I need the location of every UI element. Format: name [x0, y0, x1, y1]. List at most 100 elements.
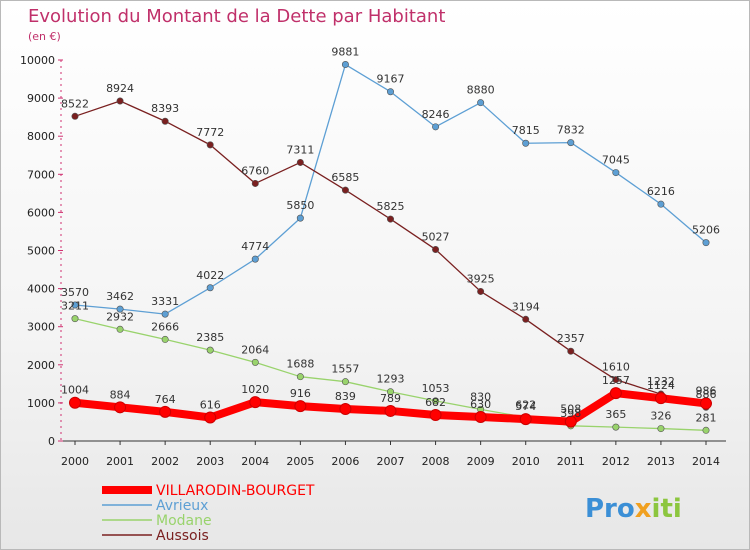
data-label-modane: 398: [560, 407, 581, 420]
data-label-avrieux: 8246: [422, 108, 450, 121]
data-label-villarodin-bourget: 616: [200, 399, 221, 412]
x-tick-labels: 2000 2001 2002 2003 2004 2005 2006 2007 2008 2009…: [61, 441, 720, 468]
y-tick-labels: 0 1000 2000 3000 4000 5000 6000 7000 8000 9000 100…: [20, 54, 63, 448]
data-point-villarodin-bourget: [654, 392, 667, 405]
y-tick-label: 4000: [27, 283, 55, 296]
data-label-villarodin-bourget: 839: [335, 390, 356, 403]
data-label-villarodin-bourget: 508: [560, 403, 581, 416]
legend-label-avrieux: Avrieux: [156, 498, 208, 514]
x-tick-label: 2010: [512, 455, 540, 468]
data-label-modane: 1293: [377, 373, 405, 386]
data-label-modane: 281: [696, 411, 717, 424]
legend-label-modane: Modane: [156, 513, 212, 529]
data-label-modane: 622: [515, 398, 536, 411]
data-label-avrieux: 9167: [377, 73, 405, 86]
data-point-aussois: [612, 376, 620, 384]
data-label-aussois: 5027: [422, 230, 450, 243]
data-point-modane: [432, 397, 440, 405]
data-label-avrieux: 8880: [467, 84, 495, 97]
data-point-modane: [341, 378, 349, 386]
data-point-villarodin-bourget: [114, 401, 127, 414]
data-label-modane: 2666: [151, 320, 179, 333]
data-point-avrieux: [71, 301, 79, 309]
data-point-aussois: [386, 215, 394, 223]
data-point-modane: [161, 335, 169, 343]
data-label-avrieux: 3462: [106, 290, 134, 303]
data-point-villarodin-bourget: [474, 410, 487, 423]
chart-subtitle: (en €): [28, 30, 61, 43]
data-point-villarodin-bourget: [159, 405, 172, 418]
data-label-avrieux: 5850: [286, 199, 314, 212]
data-label-aussois: 3194: [512, 300, 540, 313]
data-label-aussois: 886: [696, 388, 717, 401]
x-tick-label: 2011: [557, 455, 585, 468]
data-point-avrieux: [116, 305, 124, 313]
data-point-aussois: [432, 245, 440, 253]
data-label-villarodin-bourget: 764: [155, 393, 176, 406]
data-point-avrieux: [296, 214, 304, 222]
data-label-villarodin-bourget: 789: [380, 392, 401, 405]
data-point-villarodin-bourget: [519, 413, 532, 426]
data-point-aussois: [341, 186, 349, 194]
data-point-aussois: [567, 347, 575, 355]
data-point-aussois: [161, 117, 169, 125]
data-point-modane: [251, 358, 259, 366]
data-point-aussois: [116, 97, 124, 105]
legend-label-villarodin-bourget: VILLARODIN-BOURGET: [156, 483, 315, 499]
data-label-modane: 2385: [196, 331, 224, 344]
data-point-avrieux: [477, 99, 485, 107]
data-label-villarodin-bourget: 682: [425, 396, 446, 409]
data-point-aussois: [477, 287, 485, 295]
data-point-avrieux: [161, 310, 169, 318]
x-tick-label: 2014: [692, 455, 720, 468]
data-point-avrieux: [206, 284, 214, 292]
data-label-villarodin-bourget: 574: [515, 400, 536, 413]
data-point-avrieux: [432, 123, 440, 131]
data-point-avrieux: [657, 200, 665, 208]
y-tick-label: 3000: [27, 321, 55, 334]
data-point-aussois: [71, 112, 79, 120]
data-point-modane: [612, 423, 620, 431]
data-label-villarodin-bourget: 916: [290, 387, 311, 400]
data-label-villarodin-bourget: 986: [696, 384, 717, 397]
data-point-modane: [71, 315, 79, 323]
data-point-modane: [206, 346, 214, 354]
y-tick-label: 6000: [27, 206, 55, 219]
data-label-villarodin-bourget: 1124: [647, 379, 675, 392]
x-tick-label: 2003: [196, 455, 224, 468]
data-label-aussois: 3925: [467, 272, 495, 285]
data-label-avrieux: 7815: [512, 124, 540, 137]
y-tick-label: 5000: [27, 245, 55, 258]
data-label-avrieux: 3570: [61, 286, 89, 299]
y-tick-label: 2000: [27, 359, 55, 372]
x-tick-label: 2007: [377, 455, 405, 468]
data-label-avrieux: 6216: [647, 185, 675, 198]
data-label-avrieux: 3331: [151, 295, 179, 308]
data-point-modane: [657, 425, 665, 433]
data-point-avrieux: [612, 169, 620, 177]
data-point-villarodin-bourget: [204, 411, 217, 424]
y-tick-label: 10000: [20, 54, 55, 67]
x-tick-label: 2013: [647, 455, 675, 468]
data-label-modane: 2932: [106, 310, 134, 323]
data-label-modane: 2064: [241, 343, 269, 356]
data-point-avrieux: [702, 239, 710, 247]
data-label-aussois: 1232: [647, 375, 675, 388]
data-point-villarodin-bourget: [429, 409, 442, 422]
data-point-villarodin-bourget: [339, 403, 352, 416]
data-label-villarodin-bourget: 630: [470, 398, 491, 411]
data-point-modane: [116, 325, 124, 333]
data-label-modane: 1557: [331, 363, 359, 376]
data-point-villarodin-bourget: [69, 396, 81, 409]
data-point-villarodin-bourget: [294, 400, 307, 413]
legend-label-aussois: Aussois: [156, 528, 209, 544]
data-point-villarodin-bourget: [609, 387, 622, 400]
data-label-aussois: 8522: [61, 97, 89, 110]
x-tick-label: 2004: [241, 455, 269, 468]
data-label-villarodin-bourget: 1020: [241, 383, 269, 396]
data-point-avrieux: [341, 61, 349, 69]
data-point-avrieux: [386, 88, 394, 96]
